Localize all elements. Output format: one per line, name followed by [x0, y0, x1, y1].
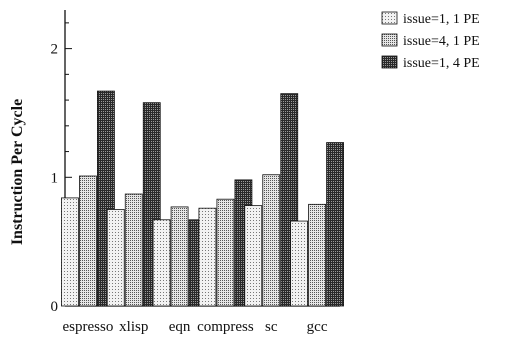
legend: issue=1, 1 PE issue=4, 1 PE issue=1, 4 PE — [381, 11, 480, 71]
legend-swatch-3 — [381, 55, 398, 69]
x-tick-label: eqn — [169, 319, 191, 335]
y-tick-label: 0 — [51, 299, 59, 315]
x-tick-label: compress — [197, 319, 254, 335]
x-tick-label: sc — [265, 319, 278, 335]
bar-xlisp-series-1 — [106, 209, 125, 307]
legend-swatch-2 — [381, 33, 398, 47]
legend-label-1: issue=1, 1 PE — [403, 12, 480, 27]
bar-gcc-series-1 — [290, 220, 308, 307]
bar-compress-series-2 — [216, 198, 235, 307]
y-axis-label: Instruction Per Cycle — [9, 99, 26, 245]
bar-sc-series-2 — [262, 174, 281, 307]
y-tick-label: 1 — [51, 170, 59, 186]
bar-eqn-series-2 — [170, 206, 189, 307]
x-tick-label: gcc — [307, 319, 328, 335]
plot-area: 0 1 2 espresso xlisp eqn compress sc gcc — [51, 10, 344, 335]
bar-gcc-series-3 — [326, 142, 344, 307]
x-tick-label: espresso — [63, 319, 114, 335]
bar-espresso-series-1 — [61, 197, 79, 307]
bar-gcc-series-2 — [308, 203, 326, 307]
bar-espresso-series-2 — [79, 175, 97, 307]
legend-label-2: issue=4, 1 PE — [403, 34, 480, 49]
bar-sc-series-1 — [244, 205, 263, 307]
bar-compress-series-1 — [198, 207, 217, 307]
legend-swatch-1 — [381, 11, 398, 25]
x-tick-label: xlisp — [119, 319, 148, 335]
bar-xlisp-series-2 — [124, 193, 143, 307]
bar-eqn-series-1 — [152, 219, 171, 307]
legend-label-3: issue=1, 4 PE — [403, 56, 480, 71]
y-tick-label: 2 — [51, 42, 59, 58]
